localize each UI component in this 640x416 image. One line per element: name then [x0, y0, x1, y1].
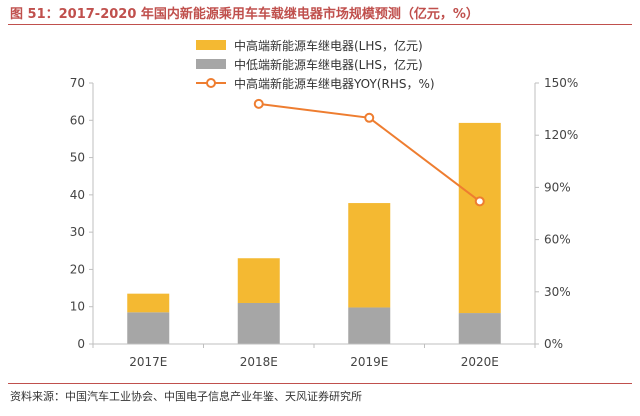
left-axis: 0 10 20 30 40 50 60 70	[70, 76, 94, 351]
bars	[127, 122, 501, 344]
bar-mid-low	[127, 312, 170, 344]
legend-label: 中高端新能源车继电器(LHS，亿元)	[234, 38, 423, 53]
legend-swatch-high-end	[196, 40, 226, 50]
left-tick-label: 50	[70, 151, 85, 165]
left-tick-label: 40	[70, 188, 85, 202]
source-note: 资料来源：中国汽车工业协会、中国电子信息产业年鉴、天风证券研究所	[10, 390, 362, 403]
title-rule	[8, 24, 632, 25]
right-tick-label: 60%	[544, 233, 571, 247]
legend-label: 中低端新能源车继电器(LHS，亿元)	[234, 57, 423, 72]
source-rule	[8, 383, 632, 384]
left-tick-label: 20	[70, 262, 85, 276]
left-tick-label: 30	[70, 225, 85, 239]
yoy-point	[364, 112, 375, 123]
right-axis: 0% 30% 60% 90% 120% 150%	[534, 76, 578, 351]
bar-high-end	[237, 258, 280, 303]
right-tick-label: 30%	[544, 285, 571, 299]
left-tick-label: 0	[77, 337, 85, 351]
bar-mid-low	[458, 313, 501, 344]
x-axis: 2017E 2018E 2019E 2020E	[92, 343, 536, 369]
right-tick-label: 90%	[544, 180, 571, 194]
right-tick-label: 120%	[544, 128, 578, 142]
bar-mid-low	[348, 307, 391, 344]
left-tick-label: 60	[70, 113, 85, 127]
right-tick-label: 150%	[544, 76, 578, 90]
x-tick-label: 2020E	[461, 355, 499, 369]
yoy-point	[253, 98, 264, 109]
left-tick-label: 10	[70, 300, 85, 314]
legend-label: 中高端新能源车继电器YOY(RHS，%)	[234, 76, 435, 91]
legend-swatch-mid-low	[196, 59, 226, 69]
left-tick-label: 70	[70, 76, 85, 90]
x-tick-label: 2018E	[240, 355, 278, 369]
bar-high-end	[348, 203, 391, 308]
bar-high-end	[127, 293, 170, 313]
right-tick-label: 0%	[544, 337, 563, 351]
legend-swatch-yoy-marker	[206, 78, 216, 88]
bar-high-end	[458, 122, 501, 314]
x-tick-label: 2017E	[129, 355, 167, 369]
yoy-point	[474, 196, 485, 207]
yoy-line-group	[253, 98, 485, 207]
chart-canvas: 中高端新能源车继电器(LHS，亿元) 中低端新能源车继电器(LHS，亿元) 中高端新…	[70, 38, 579, 369]
x-tick-label: 2019E	[350, 355, 388, 369]
legend: 中高端新能源车继电器(LHS，亿元) 中低端新能源车继电器(LHS，亿元) 中高端新…	[196, 38, 435, 91]
chart-title: 图 51：2017-2020 年国内新能源乘用车车载继电器市场规模预测（亿元，%…	[10, 7, 479, 22]
bar-mid-low	[237, 302, 280, 344]
